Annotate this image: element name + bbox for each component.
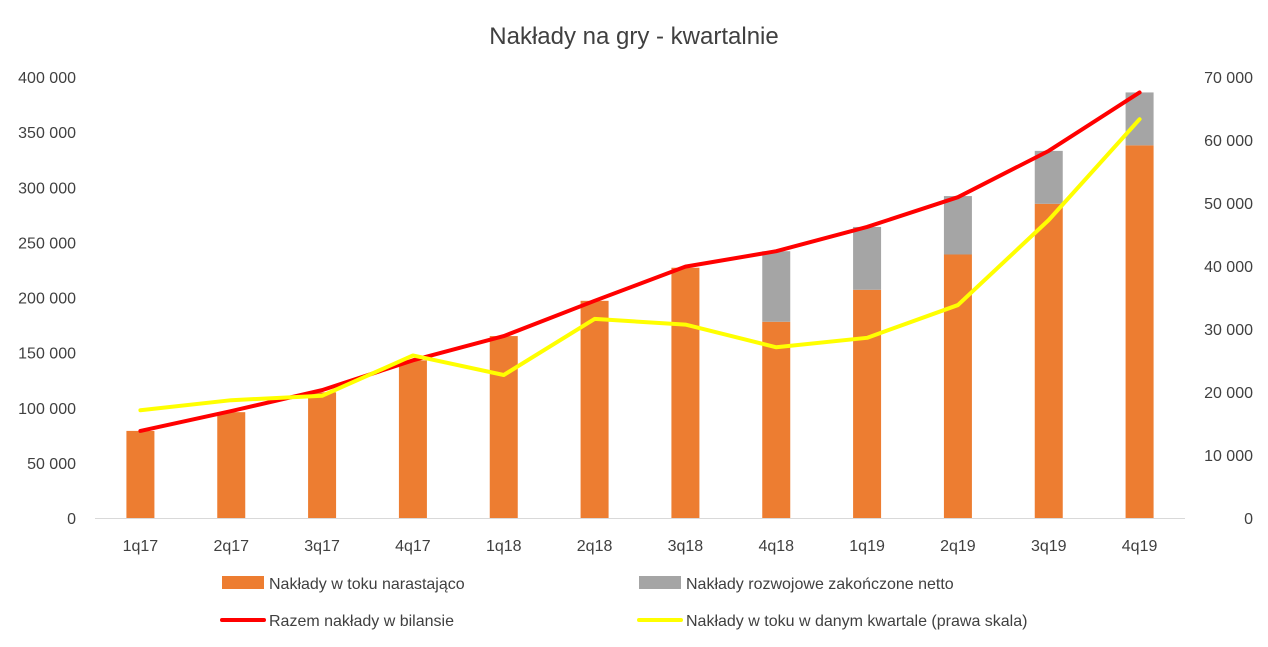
axes: 0 50 000 100 000 150 000 200 000 250 000 300 0… (18, 70, 1253, 555)
y-left-tick-label: 0 (67, 511, 76, 528)
x-tick-label: 4q18 (758, 538, 794, 555)
x-tick-label: 1q18 (486, 538, 522, 555)
legend: Nakłady w toku narastająco Nakłady rozwoj… (220, 576, 1027, 630)
y-left-tick-label: 300 000 (18, 180, 76, 197)
x-tick-label: 3q19 (1031, 538, 1067, 555)
bar-segment (1034, 203, 1063, 518)
legend-label: Nakłady w toku w danym kwartale (prawa s… (686, 613, 1027, 630)
y-right-tick-label: 20 000 (1204, 385, 1253, 402)
x-tick-label: 2q17 (213, 538, 249, 555)
lines (138, 90, 1142, 433)
x-tick-label: 3q17 (304, 538, 340, 555)
bar-segment (1125, 145, 1154, 519)
y-right-tick-label: 30 000 (1204, 322, 1253, 339)
legend-swatch (222, 576, 264, 589)
bar-segment (489, 336, 518, 518)
bar-segment (308, 392, 337, 518)
bar-segment (762, 251, 791, 322)
bar-segment (398, 360, 427, 518)
bar-segment (943, 196, 972, 255)
x-tick-label: 4q17 (395, 538, 431, 555)
bar-segment (762, 321, 791, 518)
series-line (138, 90, 1142, 433)
bars (126, 92, 1154, 519)
y-left-tick-label: 150 000 (18, 346, 76, 363)
bar-segment (853, 226, 882, 290)
legend-label: Nakłady rozwojowe zakończone netto (686, 576, 954, 593)
bar-segment (671, 267, 700, 518)
y-right-tick-label: 0 (1244, 511, 1253, 528)
y-right-tick-label: 70 000 (1204, 70, 1253, 87)
y-left-tick-label: 400 000 (18, 70, 76, 87)
legend-label: Razem nakłady w bilansie (269, 613, 454, 630)
x-tick-label: 2q19 (940, 538, 976, 555)
legend-swatch (639, 576, 681, 589)
chart-title: Nakłady na gry - kwartalnie (489, 23, 778, 50)
x-tick-label: 1q19 (849, 538, 885, 555)
y-left-tick-label: 100 000 (18, 401, 76, 418)
legend-label: Nakłady w toku narastająco (269, 576, 465, 593)
y-right-tick-label: 40 000 (1204, 259, 1253, 276)
y-right-tick-label: 60 000 (1204, 133, 1253, 150)
y-left-tick-label: 50 000 (27, 456, 76, 473)
bar-segment (853, 289, 882, 518)
y-right-tick-label: 10 000 (1204, 448, 1253, 465)
x-tick-label: 1q17 (123, 538, 159, 555)
bar-segment (126, 430, 155, 518)
bar-segment (1034, 150, 1063, 204)
x-tick-label: 2q18 (577, 538, 613, 555)
y-left-tick-label: 250 000 (18, 235, 76, 252)
y-left-tick-label: 350 000 (18, 125, 76, 142)
bar-segment (217, 412, 246, 518)
y-left-tick-label: 200 000 (18, 291, 76, 308)
y-right-tick-label: 50 000 (1204, 196, 1253, 213)
x-tick-label: 3q18 (668, 538, 704, 555)
bar-segment (580, 300, 609, 518)
x-tick-label: 4q19 (1122, 538, 1158, 555)
series-line (138, 117, 1142, 413)
